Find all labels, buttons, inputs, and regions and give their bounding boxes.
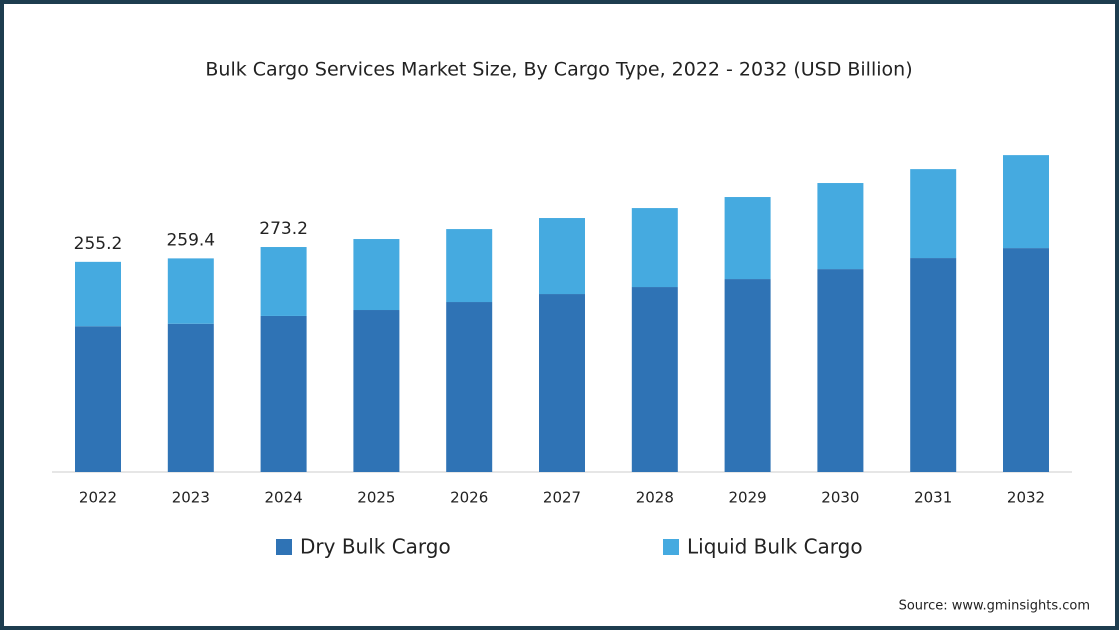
bar-segment	[1003, 248, 1049, 472]
bar-segment	[631, 208, 678, 288]
x-tick-label: 2024	[265, 489, 303, 507]
legend-label: Liquid Bulk Cargo	[687, 535, 863, 559]
x-tick-label: 2023	[172, 489, 210, 507]
bar-segment	[167, 258, 214, 324]
bar-segment	[260, 247, 307, 316]
bar-segment	[1003, 155, 1049, 249]
x-tick-label: 2031	[914, 489, 952, 507]
bar-segment	[539, 218, 585, 295]
bar-segment	[631, 287, 678, 472]
bar-segment	[167, 323, 214, 472]
bar-segment	[817, 183, 864, 270]
bar-segment	[75, 326, 121, 472]
legend-swatch	[663, 539, 679, 555]
bar-segment	[260, 315, 307, 472]
chart-title: Bulk Cargo Services Market Size, By Carg…	[205, 59, 912, 81]
bar-segment	[353, 239, 400, 311]
bar-segment	[353, 310, 400, 472]
x-tick-label: 2027	[543, 489, 581, 507]
bar-segment	[910, 258, 957, 472]
source: Source: www.gminsights.com	[899, 599, 1090, 614]
bar-segment	[539, 294, 585, 472]
data-label: 273.2	[259, 219, 308, 239]
legend-label: Dry Bulk Cargo	[300, 535, 451, 559]
legend-swatch	[276, 539, 292, 555]
data-label: 259.4	[166, 230, 215, 250]
x-tick-label: 2028	[636, 489, 674, 507]
bar-segment	[724, 279, 771, 472]
bar-segment	[446, 229, 493, 303]
x-tick-label: 2025	[357, 489, 395, 507]
x-tick-label: 2030	[821, 489, 859, 507]
bar-segment	[446, 302, 493, 472]
bar-segment	[910, 169, 957, 259]
x-tick-label: 2029	[729, 489, 767, 507]
bar-segment	[75, 261, 121, 327]
x-tick-label: 2026	[450, 489, 488, 507]
bar-segment	[817, 269, 864, 472]
bar-segment	[724, 197, 771, 280]
x-tick-label: 2022	[79, 489, 117, 507]
data-label: 255.2	[74, 234, 123, 254]
x-tick-label: 2032	[1007, 489, 1045, 507]
